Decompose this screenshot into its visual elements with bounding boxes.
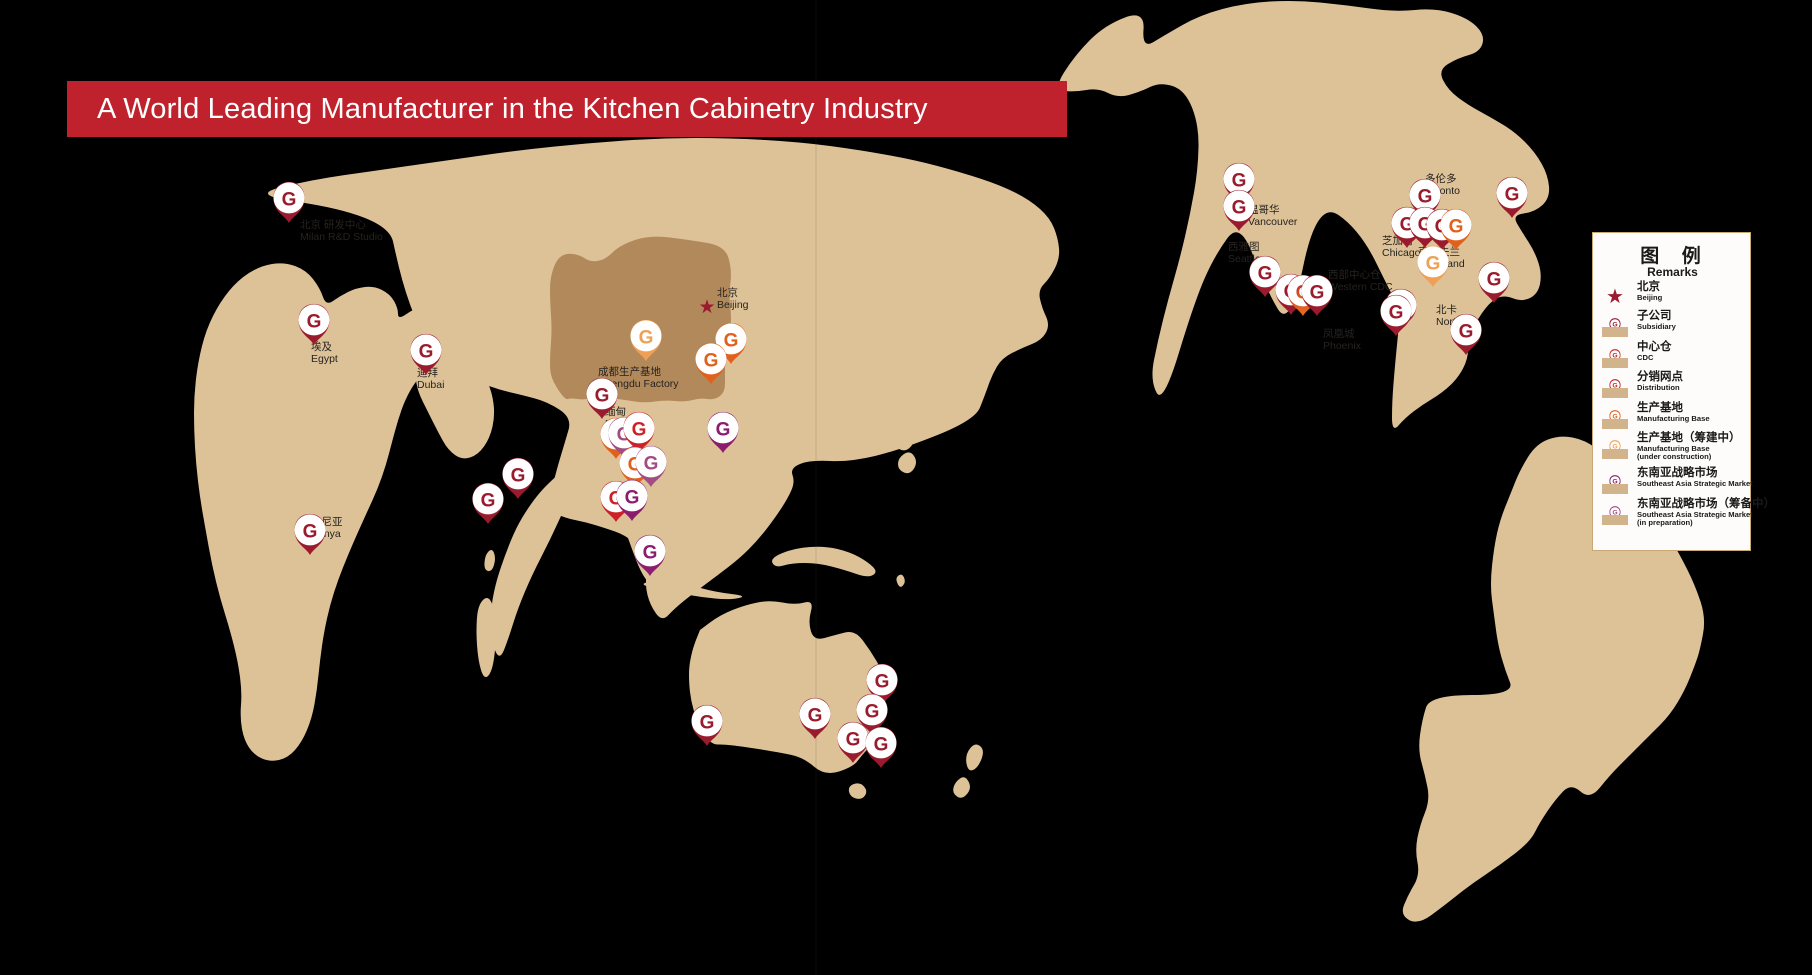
svg-text:G: G xyxy=(1505,184,1520,205)
svg-text:G: G xyxy=(595,385,610,406)
svg-text:Beijing: Beijing xyxy=(717,299,749,311)
svg-text:Milan R&D Studio: Milan R&D Studio xyxy=(300,231,383,243)
svg-text:G: G xyxy=(419,341,434,362)
svg-text:西雅图: 西雅图 xyxy=(1228,240,1260,253)
svg-text:G: G xyxy=(303,521,318,542)
svg-text:北京: 北京 xyxy=(717,286,738,299)
svg-text:G: G xyxy=(875,671,890,692)
svg-text:G: G xyxy=(1258,263,1273,284)
svg-text:G: G xyxy=(1418,186,1433,207)
svg-text:G: G xyxy=(1459,321,1474,342)
svg-text:Vancouver: Vancouver xyxy=(1248,216,1298,228)
svg-text:成都生产基地: 成都生产基地 xyxy=(598,365,661,378)
svg-text:G: G xyxy=(1389,302,1404,323)
svg-text:G: G xyxy=(1232,170,1247,191)
svg-text:G: G xyxy=(511,465,526,486)
svg-text:G: G xyxy=(1310,282,1325,303)
svg-text:G: G xyxy=(808,705,823,726)
svg-text:G: G xyxy=(625,487,640,508)
svg-text:G: G xyxy=(1449,216,1464,237)
svg-text:G: G xyxy=(481,490,496,511)
svg-text:北卡: 北卡 xyxy=(1436,303,1457,316)
svg-text:凤凰城: 凤凰城 xyxy=(1323,328,1355,340)
svg-text:G: G xyxy=(632,419,647,440)
svg-text:G: G xyxy=(1232,197,1247,218)
svg-text:★: ★ xyxy=(1606,286,1624,308)
svg-text:G: G xyxy=(1487,269,1502,290)
svg-text:G: G xyxy=(643,542,658,563)
svg-text:G: G xyxy=(716,419,731,440)
svg-text:Phoenix: Phoenix xyxy=(1323,340,1362,352)
svg-text:Egypt: Egypt xyxy=(311,353,338,365)
svg-text:G: G xyxy=(865,701,880,722)
svg-text:G: G xyxy=(874,734,889,755)
svg-text:G: G xyxy=(307,311,322,332)
svg-text:G: G xyxy=(700,712,715,733)
svg-text:G: G xyxy=(639,327,654,348)
svg-text:G: G xyxy=(1426,253,1441,274)
svg-text:★: ★ xyxy=(698,297,715,318)
svg-text:G: G xyxy=(644,453,659,474)
svg-text:G: G xyxy=(846,729,861,750)
svg-text:北京 研发中心: 北京 研发中心 xyxy=(300,218,366,231)
svg-text:G: G xyxy=(282,189,297,210)
svg-text:西部中心仓: 西部中心仓 xyxy=(1328,268,1381,281)
svg-text:Chicago: Chicago xyxy=(1382,247,1421,259)
svg-text:Western CDC: Western CDC xyxy=(1328,281,1393,293)
svg-text:G: G xyxy=(704,350,719,371)
svg-text:Dubai: Dubai xyxy=(417,379,444,391)
svg-text:G: G xyxy=(724,330,739,351)
